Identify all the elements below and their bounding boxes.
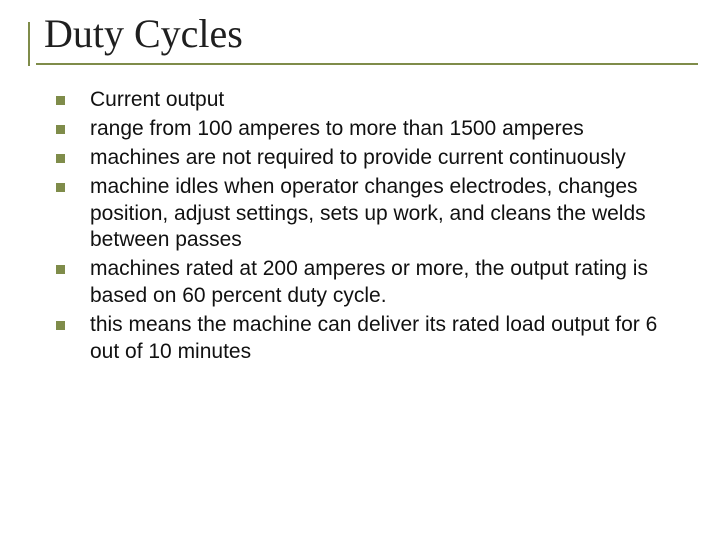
list-item: range from 100 amperes to more than 1500… [56, 116, 688, 143]
bullet-text: Current output [90, 88, 224, 111]
square-bullet-icon [56, 183, 65, 192]
square-bullet-icon [56, 96, 65, 105]
slide: Duty Cycles Current output range from 10… [0, 0, 720, 540]
slide-title: Duty Cycles [36, 10, 698, 57]
bullet-text: range from 100 amperes to more than 1500… [90, 117, 584, 140]
square-bullet-icon [56, 154, 65, 163]
bullet-text: machines are not required to provide cur… [90, 146, 626, 169]
slide-body: Current output range from 100 amperes to… [22, 87, 698, 366]
list-item: this means the machine can deliver its r… [56, 312, 688, 366]
square-bullet-icon [56, 321, 65, 330]
bullet-text: machine idles when operator changes elec… [90, 175, 646, 252]
list-item: machines rated at 200 amperes or more, t… [56, 256, 688, 310]
bullet-list: Current output range from 100 amperes to… [56, 87, 688, 366]
square-bullet-icon [56, 125, 65, 134]
list-item: machine idles when operator changes elec… [56, 174, 688, 255]
list-item: Current output [56, 87, 688, 114]
title-underline: Duty Cycles [36, 10, 698, 65]
bullet-text: this means the machine can deliver its r… [90, 313, 657, 363]
list-item: machines are not required to provide cur… [56, 145, 688, 172]
square-bullet-icon [56, 265, 65, 274]
title-accent-bar [28, 22, 30, 66]
bullet-text: machines rated at 200 amperes or more, t… [90, 257, 648, 307]
